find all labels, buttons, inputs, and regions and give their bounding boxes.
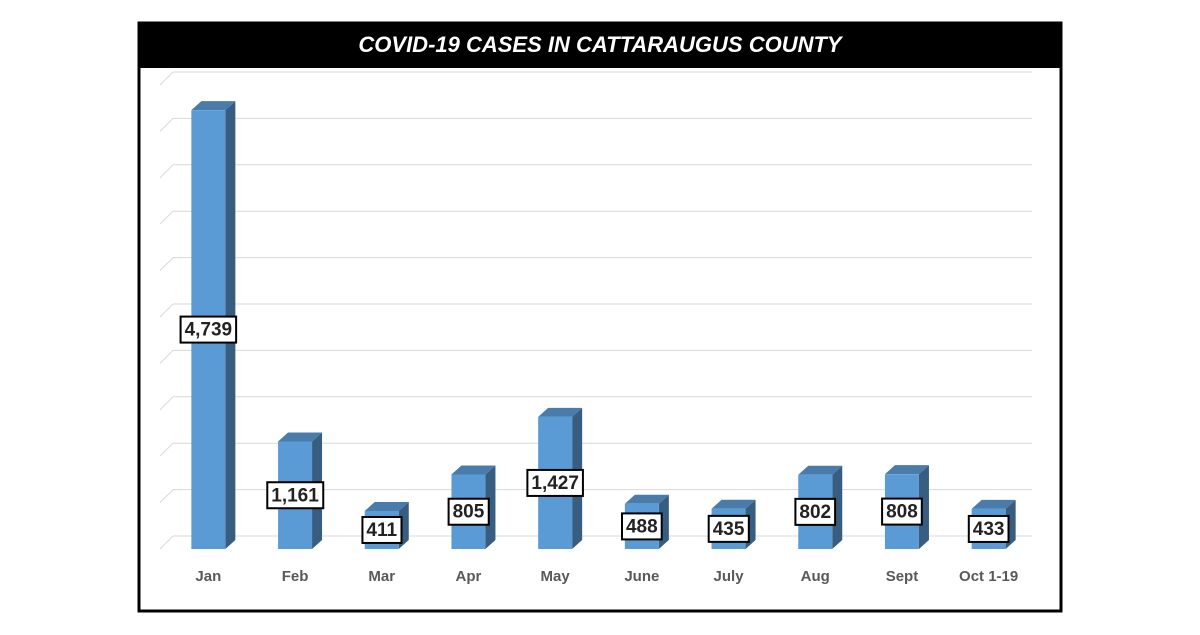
value-label-box bbox=[526, 468, 584, 497]
grid-line bbox=[159, 118, 174, 132]
grid-line bbox=[159, 71, 174, 86]
value-label-box bbox=[620, 512, 663, 541]
bar-side bbox=[918, 465, 929, 549]
bar-group: 411 bbox=[361, 501, 409, 549]
value-label: 1,161 bbox=[271, 485, 319, 506]
value-label: 808 bbox=[886, 502, 918, 523]
grid-line bbox=[159, 489, 174, 503]
x-tick-label: Oct 1-19 bbox=[959, 568, 1018, 585]
bar-top bbox=[278, 432, 323, 442]
title-bar bbox=[139, 23, 1061, 68]
x-tick-label: Feb bbox=[282, 568, 309, 585]
chart-title: COVID-19 CASES IN CATTARAUGUS COUNTY bbox=[358, 32, 844, 57]
bar-group: 1,427 bbox=[526, 407, 584, 549]
bar-group: 805 bbox=[447, 465, 496, 549]
bar-top bbox=[191, 101, 236, 111]
bar-group: 1,161 bbox=[266, 432, 325, 549]
bars: 4,739 1,161 411 805 1,427 488 435 802 808 433 bbox=[179, 101, 1016, 549]
x-tick-label: May bbox=[541, 568, 571, 585]
grid-line bbox=[159, 442, 174, 457]
value-label: 411 bbox=[366, 520, 397, 541]
value-label-box bbox=[361, 515, 403, 544]
bar-group: 435 bbox=[707, 499, 756, 549]
value-label-box bbox=[967, 514, 1010, 543]
value-label: 4,739 bbox=[185, 320, 233, 341]
x-tick-label: Apr bbox=[456, 568, 482, 585]
value-label: 433 bbox=[973, 519, 1005, 540]
x-tick-label: Aug bbox=[801, 568, 830, 585]
x-tick-label: June bbox=[624, 568, 659, 585]
grid-line bbox=[159, 535, 174, 550]
x-tick-label: Jan bbox=[195, 568, 221, 585]
value-label: 488 bbox=[626, 516, 658, 537]
bar-top bbox=[971, 499, 1016, 509]
value-label-box bbox=[707, 514, 750, 543]
grid-line bbox=[159, 350, 174, 364]
value-label: 802 bbox=[799, 502, 831, 523]
grid-line bbox=[159, 303, 174, 318]
bar-group: 808 bbox=[881, 465, 929, 549]
bar-group: 433 bbox=[967, 499, 1016, 549]
bar-group: 488 bbox=[620, 494, 669, 549]
bar-top bbox=[711, 499, 756, 509]
value-label: 435 bbox=[713, 519, 745, 540]
x-tick-label: Sept bbox=[886, 568, 919, 585]
value-label-box bbox=[881, 497, 923, 526]
bar-top bbox=[451, 465, 496, 475]
bar-group: 802 bbox=[794, 465, 843, 549]
value-label-box bbox=[179, 315, 238, 344]
bar-side bbox=[485, 465, 496, 549]
value-label: 1,427 bbox=[531, 473, 579, 494]
bar-top bbox=[884, 465, 929, 475]
bar-side bbox=[832, 465, 843, 549]
bar-top bbox=[364, 501, 409, 511]
x-tick-label: Mar bbox=[368, 568, 395, 585]
grid-line bbox=[159, 396, 174, 411]
value-label: 805 bbox=[453, 502, 485, 523]
value-label-box bbox=[447, 497, 490, 526]
grid-line bbox=[159, 210, 174, 225]
bar-top bbox=[538, 407, 583, 417]
grid-line bbox=[159, 257, 174, 271]
grid-line bbox=[159, 164, 174, 179]
x-tick-label: July bbox=[714, 568, 745, 585]
value-label-box bbox=[794, 497, 837, 526]
value-label-box bbox=[266, 481, 325, 510]
bar-top bbox=[798, 465, 843, 475]
bar-top bbox=[624, 494, 669, 504]
bar-group: 4,739 bbox=[179, 101, 238, 549]
